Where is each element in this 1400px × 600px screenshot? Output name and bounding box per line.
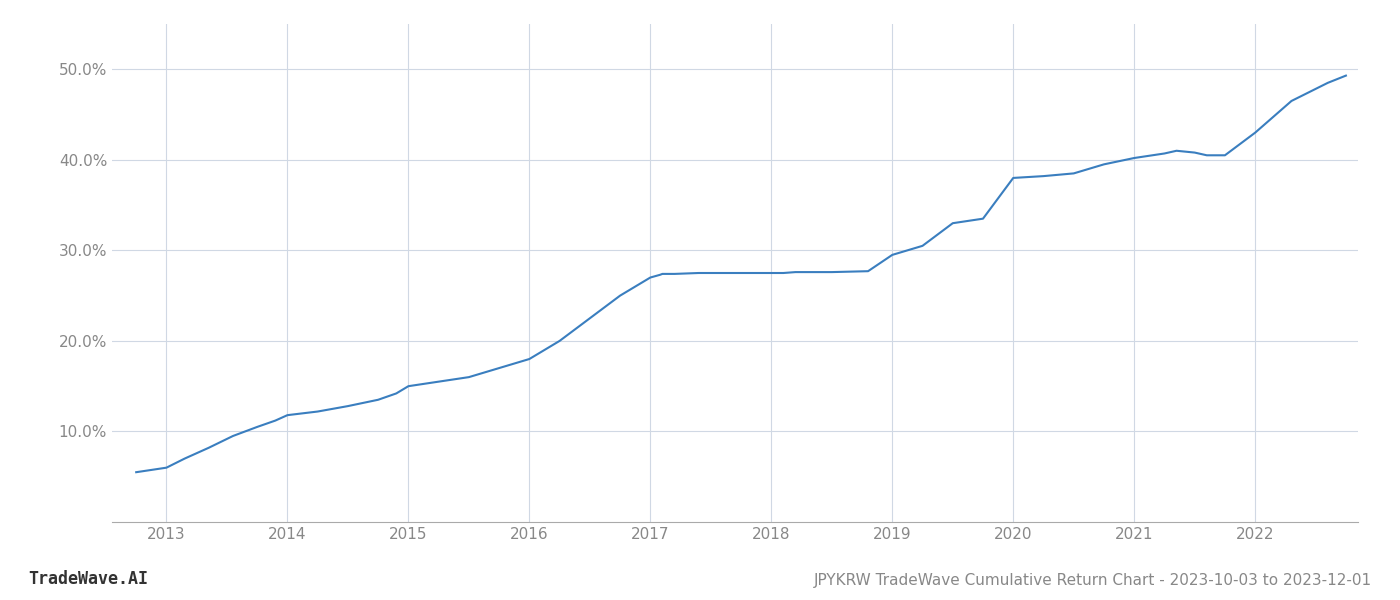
Text: JPYKRW TradeWave Cumulative Return Chart - 2023-10-03 to 2023-12-01: JPYKRW TradeWave Cumulative Return Chart… [813, 573, 1372, 588]
Text: TradeWave.AI: TradeWave.AI [28, 570, 148, 588]
